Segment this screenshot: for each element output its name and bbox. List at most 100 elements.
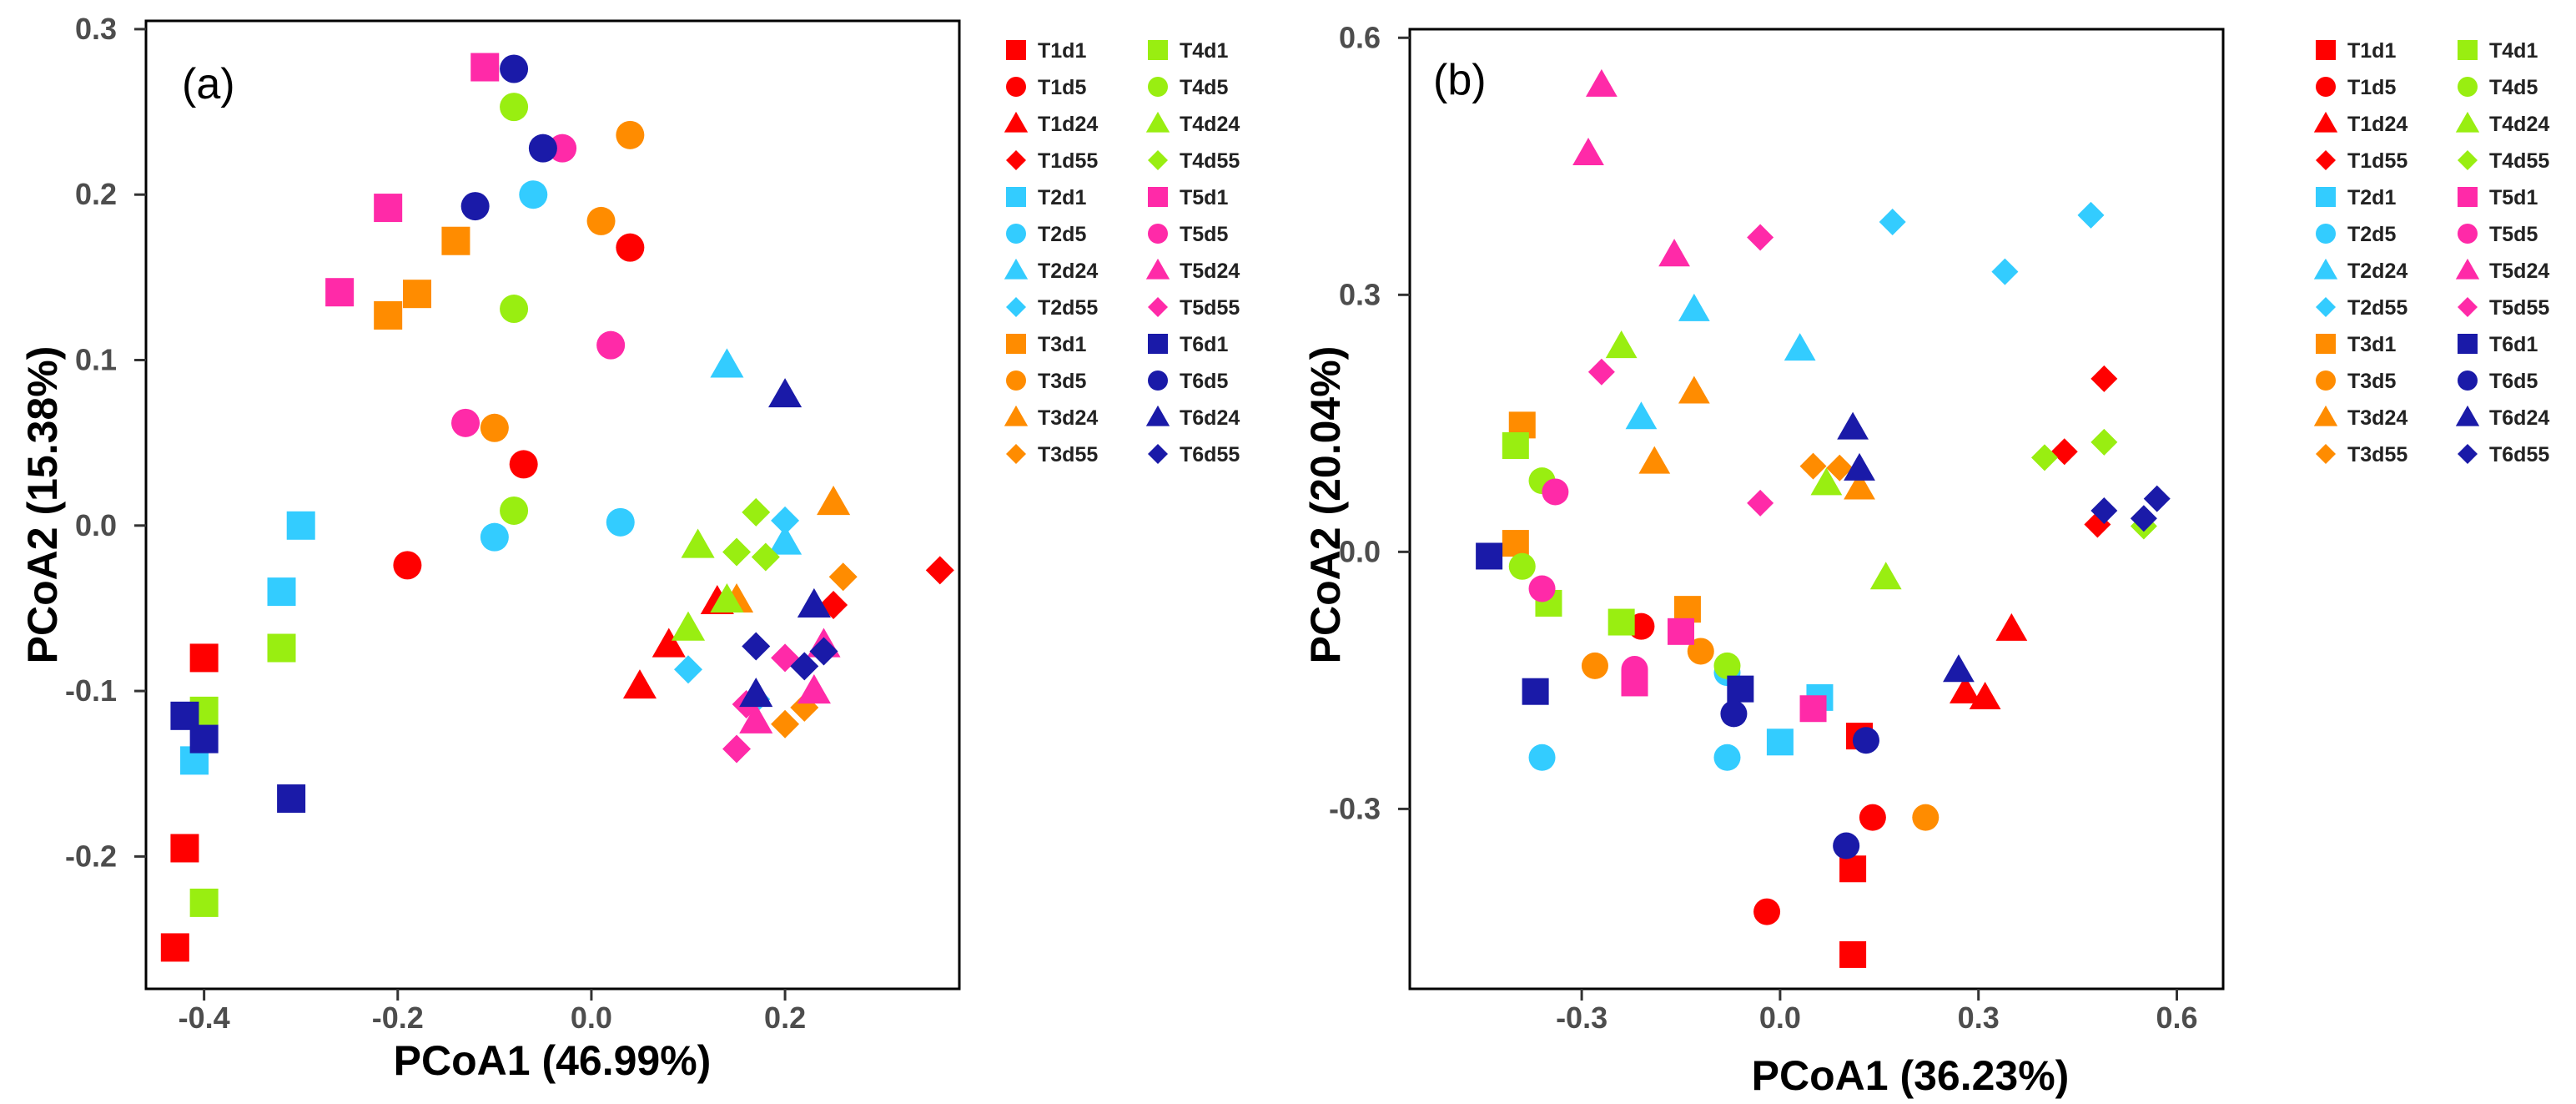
data-point-T1d1 xyxy=(170,834,199,863)
data-point-T2d5 xyxy=(606,507,635,537)
panel-b-y-tick-label: 0.6 xyxy=(1339,20,1381,54)
legend-label-T2d1: T2d1 xyxy=(1038,186,1086,209)
data-point-T1d24 xyxy=(622,669,657,699)
legend-key-T4d5 xyxy=(1148,77,1168,97)
legend-key-T4d24 xyxy=(1145,111,1170,133)
data-point-T6d24 xyxy=(1943,654,1975,683)
legend-label-T3d24: T3d24 xyxy=(2347,406,2407,430)
legend-key-T2d5 xyxy=(2316,224,2336,244)
data-point-T3d55 xyxy=(1799,452,1827,480)
data-point-T4d55 xyxy=(2030,444,2058,471)
panel-b-y-tick-label: 0.3 xyxy=(1339,277,1381,311)
data-point-T6d55 xyxy=(809,637,838,666)
legend-label-T4d1: T4d1 xyxy=(1180,39,1228,63)
data-point-T3d55 xyxy=(1826,454,1854,481)
panel-a-x-axis-label: PCoA1 (46.99%) xyxy=(394,1037,712,1084)
data-point-T2d55 xyxy=(1991,258,2019,285)
legend-label-T4d55: T4d55 xyxy=(1180,149,1240,173)
legend-key-T5d1 xyxy=(2458,187,2478,207)
data-point-T3d5 xyxy=(616,120,645,149)
data-point-T6d24 xyxy=(1844,452,1875,481)
data-point-T4d55 xyxy=(751,542,780,572)
data-point-T2d1 xyxy=(286,511,315,540)
data-point-T1d1 xyxy=(1839,855,1867,883)
data-point-T5d55 xyxy=(1747,489,1774,517)
legend-label-T3d55: T3d55 xyxy=(1038,443,1098,466)
data-point-T1d55 xyxy=(925,556,954,585)
data-point-T5d1 xyxy=(374,194,403,223)
legend-label-T5d55: T5d55 xyxy=(1180,296,1240,320)
legend-label-T5d24: T5d24 xyxy=(2489,260,2549,283)
data-point-T2d55 xyxy=(674,655,702,684)
legend-label-T5d5: T5d5 xyxy=(2489,223,2538,246)
legend-key-T5d1 xyxy=(1148,187,1168,207)
data-point-T3d55 xyxy=(771,709,800,739)
legend-panel-a: T1d1 T1d5 T1d24 T1d55 T2d1 T2d5 T2d24 T2d55 T3d1… xyxy=(1004,39,1240,466)
data-point-T6d55 xyxy=(2130,505,2157,532)
legend-label-T2d5: T2d5 xyxy=(1038,223,1086,246)
legend-label-T6d5: T6d5 xyxy=(1180,370,1228,393)
data-point-T6d5 xyxy=(528,134,557,163)
data-point-T2d55 xyxy=(2077,201,2105,229)
panel-a-x-tick-label: 0.0 xyxy=(571,1001,612,1035)
data-point-T4d24 xyxy=(671,611,706,641)
data-point-T1d55 xyxy=(2090,365,2118,392)
legend-label-T5d55: T5d55 xyxy=(2489,296,2549,320)
data-point-T3d1 xyxy=(1673,596,1701,623)
legend-label-T1d24: T1d24 xyxy=(2347,113,2407,136)
data-point-T2d24 xyxy=(1784,333,1816,361)
panel-b-x-tick-label: 0.0 xyxy=(1759,1001,1801,1035)
data-point-T2d24 xyxy=(1625,401,1658,430)
data-point-T1d1 xyxy=(160,933,189,962)
legend-key-T6d55 xyxy=(1148,444,1168,464)
legend-label-T1d55: T1d55 xyxy=(2347,149,2407,173)
data-point-T4d1 xyxy=(267,633,296,663)
data-point-T6d5 xyxy=(1852,727,1879,754)
data-point-T1d5 xyxy=(1753,898,1781,925)
data-point-T1d5 xyxy=(1859,804,1886,831)
panel-a-y-axis-label: PCoA2 (15.38%) xyxy=(19,346,66,664)
data-point-T6d1 xyxy=(1522,678,1549,705)
data-point-T6d55 xyxy=(2143,485,2171,512)
data-point-T5d24 xyxy=(739,703,773,733)
panel-b-y-axis-label: PCoA2 (20.04%) xyxy=(1302,346,1349,664)
data-point-T6d55 xyxy=(790,652,819,681)
panel-a-label: (a) xyxy=(182,60,235,108)
data-point-T2d5 xyxy=(1713,744,1741,771)
data-point-T5d24 xyxy=(1572,138,1604,166)
data-point-T5d5 xyxy=(451,408,480,437)
data-point-T6d24 xyxy=(797,587,831,618)
data-point-T6d1 xyxy=(277,784,306,813)
data-point-T3d24 xyxy=(1844,471,1875,500)
legend-key-T3d24 xyxy=(1004,405,1029,426)
data-point-T3d1 xyxy=(403,280,431,309)
legend-key-T3d1 xyxy=(2316,334,2336,354)
legend-label-T3d1: T3d1 xyxy=(2347,333,2396,356)
panel-a-y-tick-label: 0.0 xyxy=(75,508,117,542)
data-point-T5d24 xyxy=(797,674,831,704)
data-point-T1d5 xyxy=(393,551,422,580)
data-point-T5d5 xyxy=(1542,478,1569,506)
data-point-T1d5 xyxy=(616,233,645,262)
legend-label-T3d55: T3d55 xyxy=(2347,443,2407,466)
panel-b-x-tick-label: -0.3 xyxy=(1556,1001,1607,1035)
data-point-T2d1 xyxy=(267,577,296,607)
data-point-T5d1 xyxy=(470,53,500,82)
data-point-T4d5 xyxy=(500,496,529,525)
legend-label-T3d1: T3d1 xyxy=(1038,333,1086,356)
data-point-T5d5 xyxy=(1621,656,1648,683)
panel-a-x-tick-label: -0.2 xyxy=(372,1001,424,1035)
panel-b-label: (b) xyxy=(1433,56,1487,104)
legend-label-T1d1: T1d1 xyxy=(2347,39,2396,63)
data-point-T2d55 xyxy=(771,506,800,535)
data-point-T3d24 xyxy=(1638,446,1671,474)
legend-key-T6d24 xyxy=(1145,405,1170,426)
panel-b-x-axis-label: PCoA1 (36.23%) xyxy=(1752,1052,2070,1099)
legend-label-T1d55: T1d55 xyxy=(1038,149,1098,173)
legend-label-T2d5: T2d5 xyxy=(2347,223,2396,246)
legend-key-T3d5 xyxy=(2316,371,2336,391)
legend-key-T2d5 xyxy=(1006,224,1026,244)
data-point-T4d1 xyxy=(189,888,219,917)
legend-label-T1d5: T1d5 xyxy=(1038,76,1086,99)
data-point-T1d24 xyxy=(652,628,686,658)
